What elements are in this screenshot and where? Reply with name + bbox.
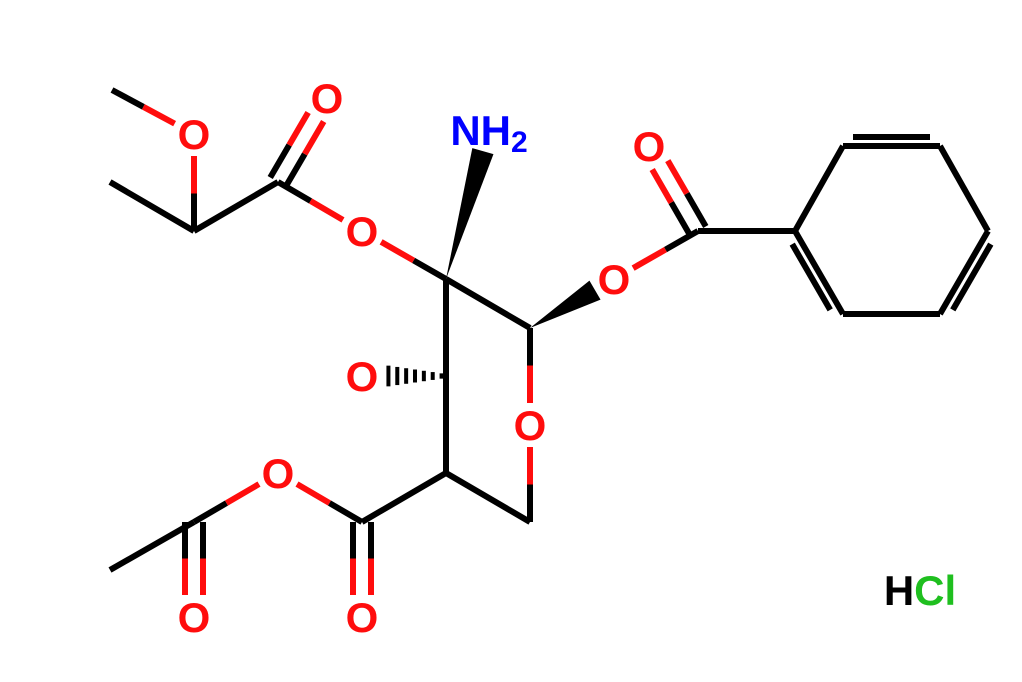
svg-text:HCl: HCl bbox=[884, 567, 956, 614]
svg-text:O: O bbox=[262, 450, 295, 497]
svg-text:NH2: NH2 bbox=[450, 107, 527, 159]
svg-text:O: O bbox=[514, 402, 547, 449]
svg-text:O: O bbox=[346, 594, 379, 641]
svg-text:O: O bbox=[178, 594, 211, 641]
chemical-structure-diagram: O O O O NH2 O O O O O O HCl bbox=[0, 0, 1022, 682]
svg-text:O: O bbox=[178, 111, 211, 158]
svg-text:O: O bbox=[633, 123, 666, 170]
svg-text:O: O bbox=[598, 256, 631, 303]
svg-text:O: O bbox=[346, 353, 379, 400]
svg-text:O: O bbox=[346, 208, 379, 255]
svg-text:O: O bbox=[311, 75, 344, 122]
